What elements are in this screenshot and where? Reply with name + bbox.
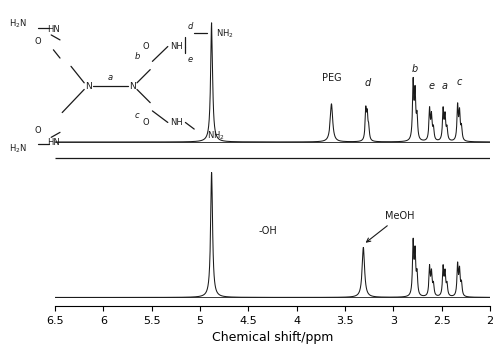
Text: O: O — [142, 42, 149, 51]
Text: b: b — [412, 64, 418, 74]
Text: O: O — [34, 37, 42, 46]
Text: $\mathregular{H_2N}$: $\mathregular{H_2N}$ — [9, 17, 27, 30]
Text: e: e — [187, 55, 192, 64]
Text: c: c — [457, 77, 462, 87]
Text: N: N — [85, 82, 92, 90]
Text: c: c — [134, 111, 140, 120]
Text: NH: NH — [170, 118, 183, 127]
Text: MeOH: MeOH — [366, 211, 414, 242]
Text: $\mathregular{NH_2}$: $\mathregular{NH_2}$ — [208, 129, 225, 142]
Text: d: d — [364, 78, 370, 88]
X-axis label: Chemical shift/ppm: Chemical shift/ppm — [212, 331, 333, 344]
Text: $\mathregular{NH_2}$: $\mathregular{NH_2}$ — [216, 27, 234, 40]
Text: NH: NH — [170, 42, 183, 51]
Text: d: d — [187, 22, 192, 31]
Text: $\mathregular{H_2N}$: $\mathregular{H_2N}$ — [9, 143, 27, 155]
Text: PEG: PEG — [322, 74, 342, 84]
Text: b: b — [134, 52, 140, 61]
Text: O: O — [34, 126, 42, 135]
Text: HN: HN — [47, 138, 60, 147]
Text: a: a — [442, 82, 448, 92]
Text: N: N — [129, 82, 136, 90]
Text: O: O — [142, 118, 149, 127]
Text: a: a — [108, 73, 113, 82]
Text: -OH: -OH — [258, 226, 277, 236]
Text: HN: HN — [47, 25, 60, 34]
Text: e: e — [428, 81, 434, 91]
